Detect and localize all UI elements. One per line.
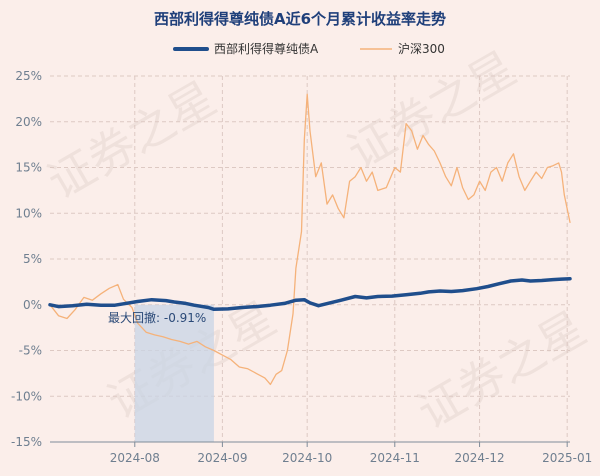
legend-label-fund: 西部利得得尊纯债A: [214, 41, 319, 56]
y-tick-label: -10%: [11, 389, 42, 403]
watermark-text: 证券之星: [339, 41, 525, 180]
x-tick-label: 2024-09: [197, 451, 247, 465]
watermark-text: 证券之星: [39, 71, 225, 210]
x-tick-label: 2024-08: [110, 451, 160, 465]
y-tick-label: 20%: [15, 115, 42, 129]
y-tick-label: 5%: [23, 252, 42, 266]
drawdown-layer: [134, 304, 214, 442]
x-tick-label: 2024-10: [282, 451, 332, 465]
series-line-index: [49, 93, 571, 386]
watermark-layer: 证券之星证券之星证券之星证券之星: [39, 41, 595, 440]
axis-layer: -15% -10% -5% 0% 5% 10% 15% 20% 25% 2024-08 2024-0…: [11, 69, 592, 465]
y-tick-label: 25%: [15, 69, 42, 83]
x-tick-label: 2024-12: [454, 451, 504, 465]
x-tick-label: 2024-11: [370, 451, 420, 465]
y-tick-label: 10%: [15, 206, 42, 220]
x-tick-label: 2025-01: [542, 451, 592, 465]
max-drawdown-region: [134, 304, 214, 442]
y-tick-label: 0%: [23, 298, 42, 312]
max-drawdown-label: 最大回撤: -0.91%: [108, 310, 206, 325]
legend: 西部利得得尊纯债A 沪深300: [173, 41, 445, 56]
series-layer: [48, 93, 572, 386]
y-tick-label: 15%: [15, 161, 42, 175]
y-tick-label: -15%: [11, 435, 42, 449]
y-tick-label: -5%: [19, 344, 42, 358]
chart-title: 西部利得得尊纯债A近6个月累计收益率走势: [154, 10, 446, 28]
series-line-fund: [48, 276, 572, 312]
legend-label-index: 沪深300: [398, 42, 445, 56]
